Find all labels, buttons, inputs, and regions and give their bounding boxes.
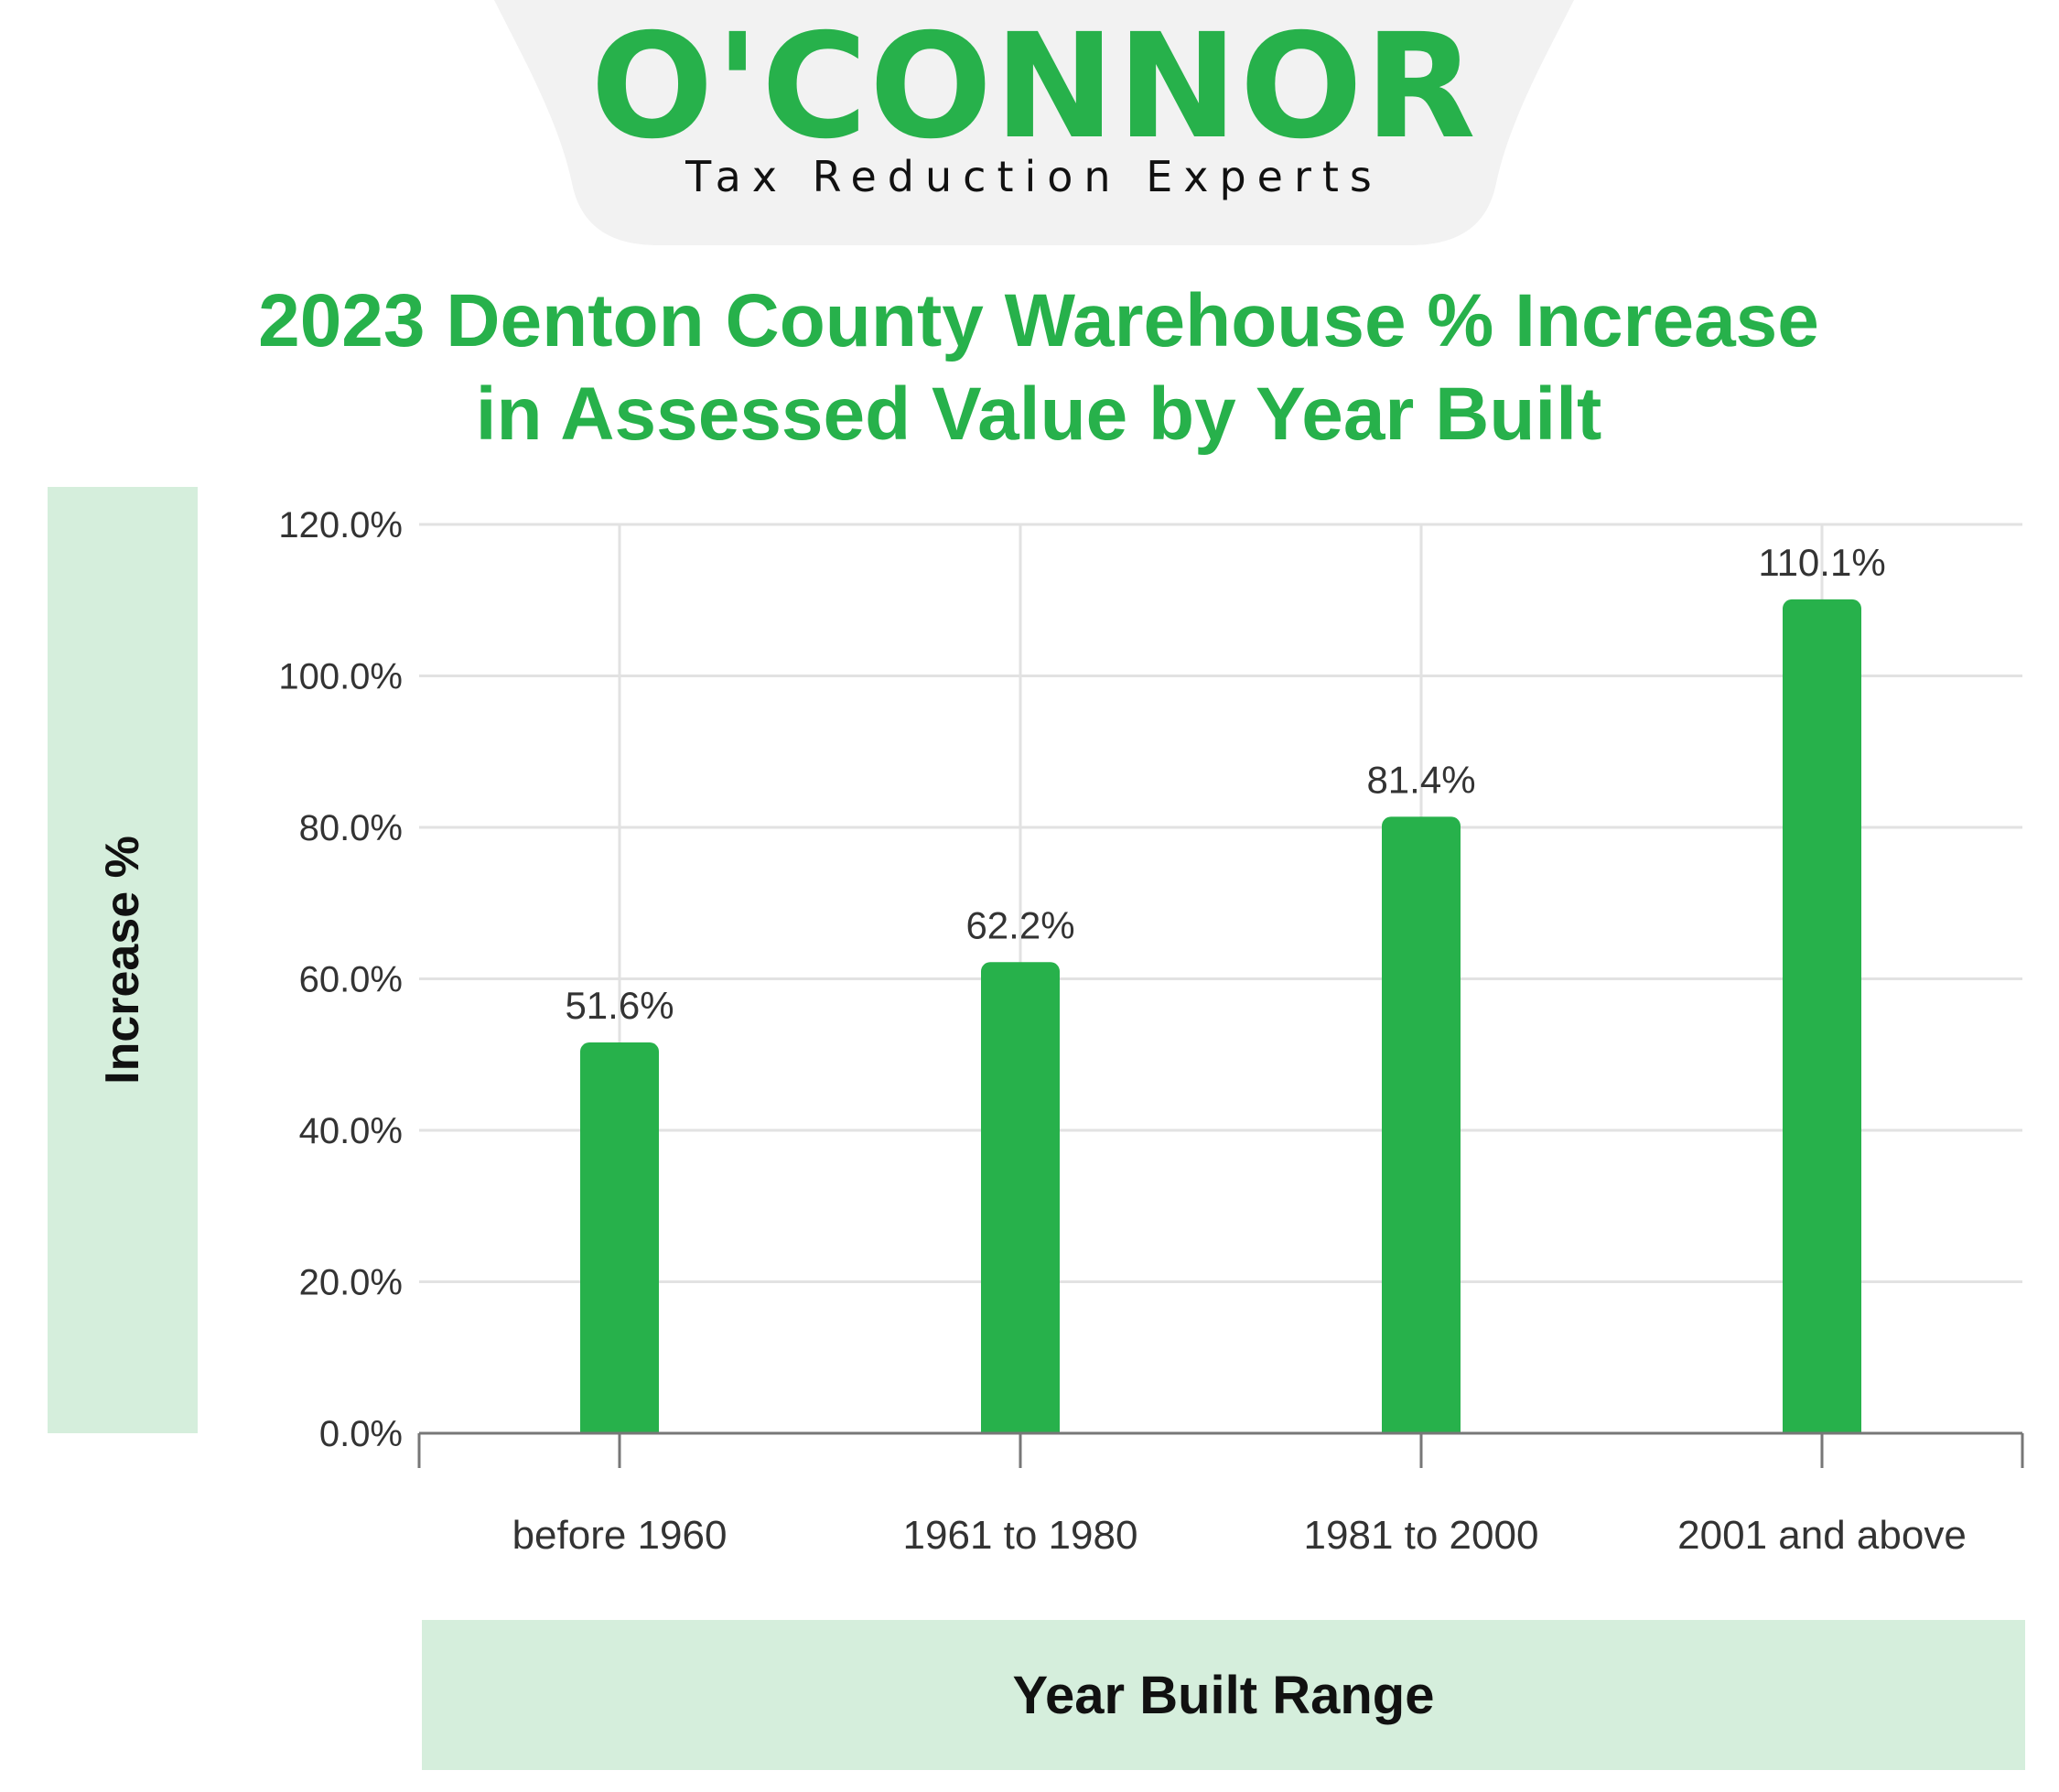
brand-tagline: Tax Reduction Experts: [685, 152, 1383, 201]
y-tick-label: 100.0%: [278, 657, 403, 697]
bar: [580, 1042, 659, 1433]
bar-base: [1783, 1422, 1861, 1433]
bar: [981, 962, 1060, 1433]
bar-layer: [580, 599, 1861, 1433]
x-tick-label: 2001 and above: [1677, 1513, 1967, 1558]
bar-base: [981, 1422, 1060, 1433]
x-axis-label: Year Built Range: [1012, 1665, 1435, 1725]
y-axis-label-panel: [48, 487, 198, 1433]
bar-base: [580, 1422, 659, 1433]
data-label: 51.6%: [565, 984, 674, 1027]
bar: [1783, 599, 1861, 1433]
y-tick-label: 40.0%: [299, 1111, 403, 1151]
y-tick-label: 0.0%: [319, 1414, 403, 1454]
y-tick-label: 20.0%: [299, 1263, 403, 1303]
bar: [1382, 816, 1461, 1433]
brand-logo: O'CONNOR: [590, 3, 1478, 171]
chart-title: 2023 Denton County Warehouse % Increase …: [146, 275, 1931, 461]
y-tick-label: 80.0%: [299, 808, 403, 848]
label-layer: 0.0% 20.0% 40.0% 60.0% 80.0% 100.0% 120.0% 51.6…: [278, 505, 1966, 1558]
bar-base: [1382, 1422, 1461, 1433]
data-label: 81.4%: [1366, 758, 1475, 801]
grid-layer: [419, 523, 2022, 1433]
x-tick-label: 1981 to 2000: [1304, 1513, 1539, 1558]
x-axis-label-panel: Year Built Range: [422, 1620, 2025, 1770]
y-tick-label: 120.0%: [278, 505, 403, 545]
chart-title-line-1: 2023 Denton County Warehouse % Increase: [258, 279, 1819, 362]
x-tick-label: before 1960: [512, 1513, 728, 1558]
header-banner-shape: [494, 0, 1574, 245]
data-label: 110.1%: [1758, 541, 1885, 584]
chart-title-line-2: in Assessed Value by Year Built: [475, 372, 1602, 456]
y-tick-label: 60.0%: [299, 960, 403, 1000]
axis-layer: [417, 1431, 2024, 1468]
data-label: 62.2%: [965, 903, 1074, 946]
header-banner-bg: [494, 0, 1574, 245]
x-tick-label: 1961 to 1980: [903, 1513, 1138, 1558]
